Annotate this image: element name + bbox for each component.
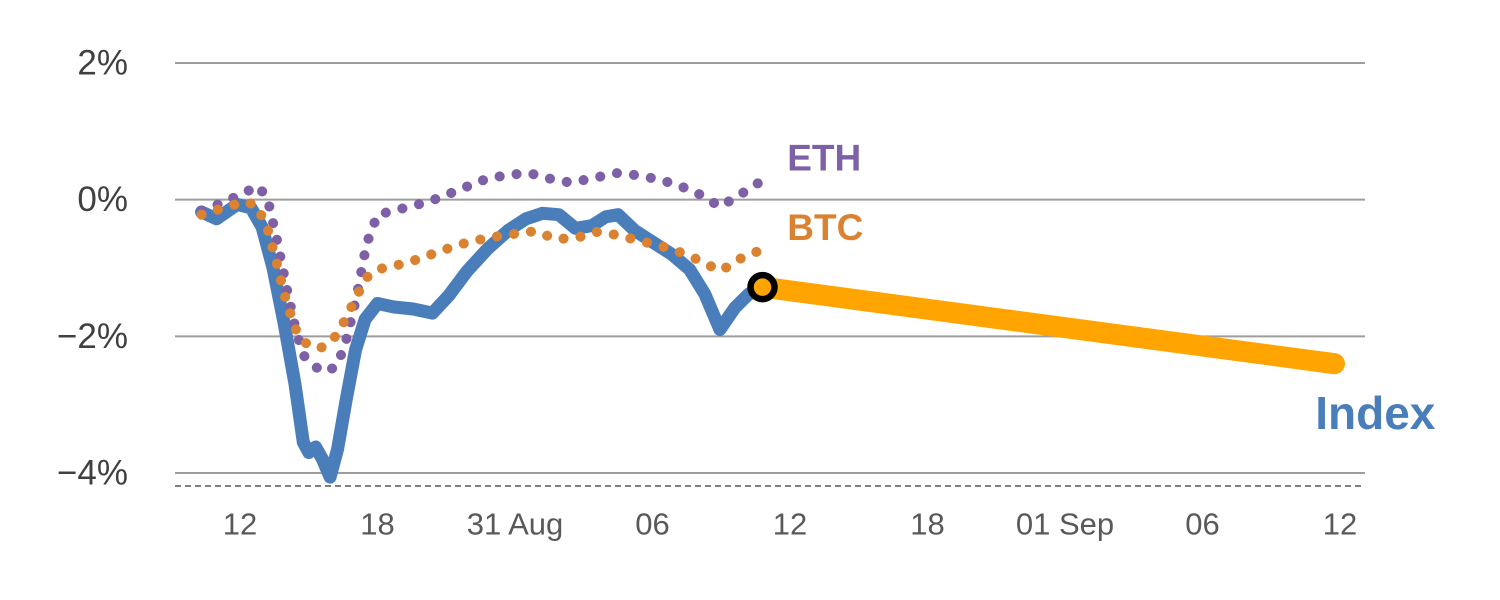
x-tick-label: 01 Sep (1016, 507, 1114, 542)
current-value-marker (747, 271, 778, 303)
x-tick-label: 12 (773, 507, 807, 542)
series-label-eth: ETH (787, 137, 861, 178)
series-line-btc (196, 196, 771, 354)
series-lines (195, 168, 1345, 484)
series-line-eth (196, 168, 772, 377)
x-tick-label: 06 (1185, 507, 1219, 542)
x-tick-label: 18 (910, 507, 944, 542)
x-tick-label: 12 (1323, 507, 1357, 542)
y-tick-label: −4% (57, 454, 128, 493)
series-line-index (195, 197, 769, 484)
grid-and-axes: 2% 0% −2% −4% 12 18 31 Aug 06 12 18 01 Sep 06 12 (57, 44, 1365, 542)
series-label-btc: BTC (787, 207, 863, 248)
y-tick-label: 2% (77, 44, 128, 83)
x-tick-label: 31 Aug (467, 507, 564, 542)
x-tick-label: 18 (360, 507, 394, 542)
x-tick-label: 12 (223, 507, 257, 542)
series-labels: Index ETH BTC (787, 137, 1436, 438)
y-tick-label: −2% (57, 317, 128, 356)
x-tick-label: 06 (635, 507, 669, 542)
series-label-index: Index (1315, 387, 1436, 439)
series-line-index-forecast (752, 276, 1345, 375)
y-tick-label: 0% (77, 180, 128, 219)
